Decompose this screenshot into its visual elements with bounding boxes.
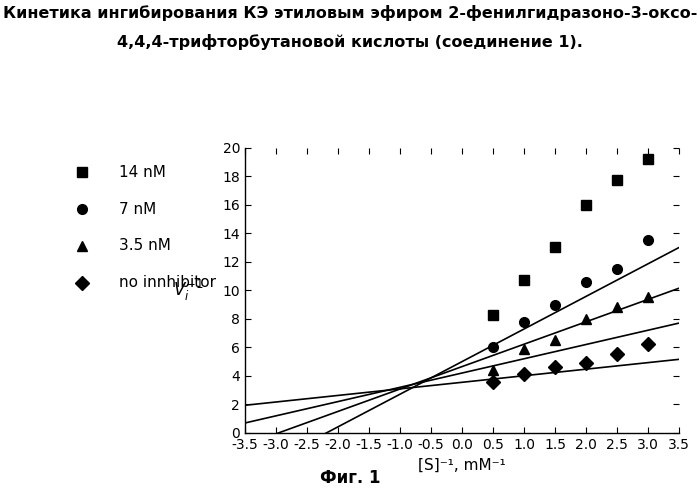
Text: 14 nM: 14 nM (119, 165, 166, 180)
Text: 3.5 nM: 3.5 nM (119, 239, 171, 253)
Text: Кинетика ингибирования КЭ этиловым эфиром 2-фенилгидразоно-3-оксо-: Кинетика ингибирования КЭ этиловым эфиро… (3, 5, 697, 21)
Text: $V_i^{-1}$: $V_i^{-1}$ (173, 277, 204, 303)
X-axis label: [S]⁻¹, mM⁻¹: [S]⁻¹, mM⁻¹ (418, 458, 506, 472)
Text: 7 nM: 7 nM (119, 202, 156, 216)
Text: no innhibitor: no innhibitor (119, 276, 216, 290)
Text: 4,4,4-трифторбутановой кислоты (соединение 1).: 4,4,4-трифторбутановой кислоты (соединен… (117, 34, 583, 51)
Text: Фиг. 1: Фиг. 1 (320, 469, 380, 487)
